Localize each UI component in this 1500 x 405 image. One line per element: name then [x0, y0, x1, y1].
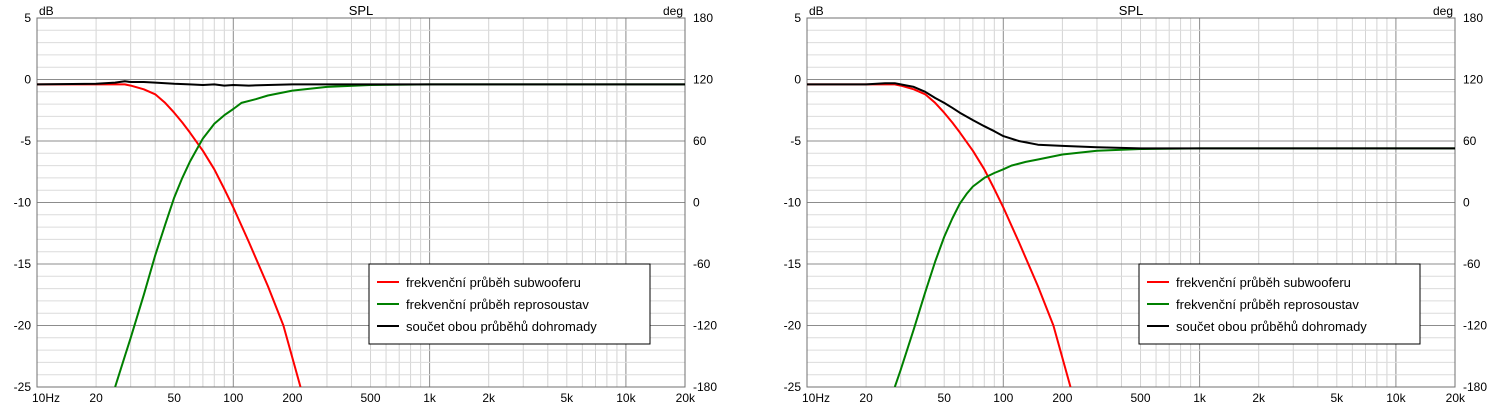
- series-line-0: [37, 83, 302, 387]
- y-tick-label: -10: [14, 196, 32, 210]
- y-tick-label: 5: [794, 11, 801, 25]
- x-tick-label: 20k: [676, 391, 696, 405]
- x-tick-label: 2k: [482, 391, 496, 405]
- y-tick-label: -5: [790, 134, 801, 148]
- series-line-1: [893, 147, 1455, 387]
- y2-tick-label: 0: [1463, 196, 1470, 210]
- x-tick-label: 200: [1052, 391, 1072, 405]
- y2-tick-label: -60: [693, 257, 711, 271]
- legend-label-1: frekvenční průběh reprosoustav: [1176, 297, 1359, 312]
- x-tick-label: 100: [993, 391, 1013, 405]
- y2-axis-label: deg: [663, 4, 683, 18]
- x-tick-label: 20: [859, 391, 873, 405]
- y2-tick-label: 120: [1463, 73, 1483, 87]
- x-tick-label: 5k: [1330, 391, 1344, 405]
- chart-panel-right: SPL dB deg 5 0 -5 -10 -15 -20 -25 180 120 60 0 -60 -120…: [770, 0, 1500, 405]
- y-tick-label: 5: [24, 11, 31, 25]
- x-tick-label: 200: [282, 391, 302, 405]
- x-tick-label: 500: [1130, 391, 1150, 405]
- legend-label-2: součet obou průběhů dohromady: [1176, 319, 1367, 334]
- x-tick-label: 1k: [423, 391, 437, 405]
- series-line-2: [807, 82, 1455, 150]
- y-tick-label: -25: [784, 380, 802, 394]
- y-tick-label: -10: [784, 196, 802, 210]
- legend: frekvenční průběh subwooferu frekvenční p…: [1138, 263, 1421, 345]
- y-tick-label: -15: [14, 257, 32, 271]
- legend-label-0: frekvenční průběh subwooferu: [1176, 275, 1351, 290]
- y-tick-label: -5: [20, 134, 31, 148]
- y-tick-label: -20: [784, 319, 802, 333]
- chart-title: SPL: [349, 3, 374, 18]
- series-line-1: [114, 83, 685, 387]
- y2-tick-label: 180: [1463, 11, 1483, 25]
- y2-tick-label: 60: [1463, 134, 1477, 148]
- x-tick-label: 2k: [1252, 391, 1266, 405]
- legend-box: [368, 263, 651, 345]
- y-tick-label: 0: [794, 73, 801, 87]
- y-axis-label: dB: [39, 4, 54, 18]
- y2-tick-label: 120: [693, 73, 713, 87]
- y-tick-label: -15: [784, 257, 802, 271]
- legend-box: [1138, 263, 1421, 345]
- legend-label-2: součet obou průběhů dohromady: [406, 319, 597, 334]
- series-lines: [37, 80, 685, 387]
- legend-label-1: frekvenční průběh reprosoustav: [406, 297, 589, 312]
- y2-tick-label: 60: [693, 134, 707, 148]
- x-tick-label: 10Hz: [32, 391, 60, 405]
- y2-tick-label: -120: [693, 319, 717, 333]
- plot-frame: [36, 17, 686, 388]
- x-tick-label: 1k: [1193, 391, 1207, 405]
- legend-label-0: frekvenční průběh subwooferu: [406, 275, 581, 290]
- y2-tick-label: 180: [693, 11, 713, 25]
- y-axis-label: dB: [809, 4, 824, 18]
- y2-tick-label: -180: [693, 380, 717, 394]
- y2-axis-label: deg: [1433, 4, 1453, 18]
- y2-tick-label: -60: [1463, 257, 1481, 271]
- x-tick-label: 100: [223, 391, 243, 405]
- chart-panel-left: SPL dB deg 5 0 -5 -10 -15 -20 -25 180 120 60 0 -60 -120…: [14, 3, 718, 405]
- x-tick-label: 5k: [560, 391, 574, 405]
- series-line-0: [807, 83, 1072, 387]
- plot-frame: [806, 17, 1456, 388]
- grid-lines: [807, 18, 1455, 387]
- y-tick-label: -25: [14, 380, 32, 394]
- x-tick-label: 50: [168, 391, 182, 405]
- y2-tick-label: -120: [1463, 319, 1487, 333]
- legend: frekvenční průběh subwooferu frekvenční p…: [368, 263, 651, 345]
- y-tick-label: 0: [24, 73, 31, 87]
- x-tick-label: 10Hz: [802, 391, 830, 405]
- x-tick-label: 20: [89, 391, 103, 405]
- chart-title: SPL: [1119, 3, 1144, 18]
- x-tick-label: 500: [360, 391, 380, 405]
- y-tick-label: -20: [14, 319, 32, 333]
- series-lines: [807, 82, 1455, 387]
- x-tick-label: 50: [938, 391, 952, 405]
- x-tick-label: 10k: [1386, 391, 1406, 405]
- x-tick-label: 10k: [616, 391, 636, 405]
- y2-tick-label: 0: [693, 196, 700, 210]
- series-line-2: [37, 80, 685, 87]
- y2-tick-label: -180: [1463, 380, 1487, 394]
- x-tick-label: 20k: [1446, 391, 1466, 405]
